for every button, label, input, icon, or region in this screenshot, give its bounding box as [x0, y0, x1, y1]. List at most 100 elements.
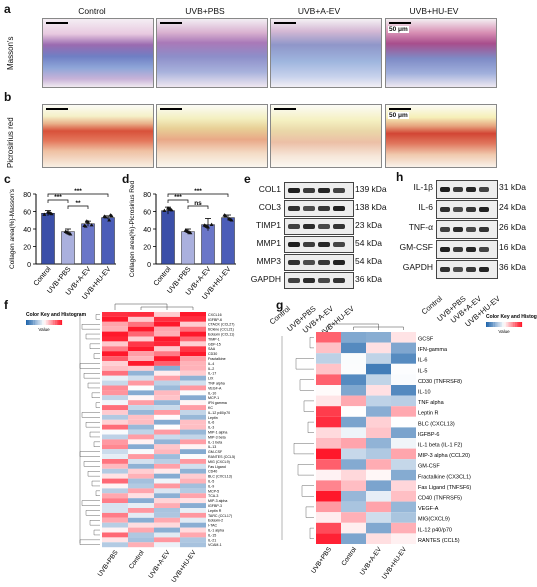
heatmap-row-label: MIP-3 alpha [208, 499, 227, 503]
heatmap-row-label: IL-1 beta [208, 440, 222, 444]
heatmap-row-label: MIG(CXCL9) [418, 517, 450, 523]
heatmap-cell [102, 493, 128, 499]
heatmap-cell [366, 385, 391, 396]
heatmap-cell [154, 356, 180, 361]
heatmap-column-label: UVB+A-EV [147, 549, 172, 580]
dendrogram-branch [307, 421, 314, 433]
heatmap-cell [341, 512, 366, 523]
heatmap-cell [128, 400, 154, 406]
legend-swatch [513, 322, 515, 327]
heatmap-cell [366, 363, 391, 375]
heatmap-cell [391, 480, 416, 491]
blot-band [318, 223, 330, 229]
scale-bar [274, 108, 296, 110]
bar [181, 231, 195, 265]
heatmap-cell [180, 380, 206, 386]
heatmap-row-label: IL-2 [208, 367, 214, 371]
significance-bracket [167, 199, 189, 203]
blot-row-label: IL-6 [418, 202, 433, 212]
masson-image-control [42, 18, 154, 88]
heatmap-cell [154, 331, 180, 337]
heatmap-cell [128, 522, 154, 528]
heatmap-cell [341, 501, 366, 513]
heatmap-cell [154, 390, 180, 396]
heatmap-cell [102, 512, 128, 518]
heatmap-cell [102, 351, 128, 357]
heatmap-row-label: TIMP-1 [208, 337, 220, 341]
legend-swatch [33, 320, 36, 325]
heatmap-cell [128, 454, 154, 459]
heatmap-row-label: MIP-3 beta [208, 435, 226, 439]
dendrogram-branch [87, 471, 100, 477]
heatmap-cell [180, 356, 206, 361]
legend-swatch [45, 320, 48, 325]
data-point [82, 223, 87, 227]
heatmap-cell [154, 493, 180, 499]
legend-swatch [60, 320, 63, 325]
blot-band [466, 226, 476, 232]
significance-label: ** [75, 200, 81, 207]
heatmap-cell [366, 427, 391, 438]
heatmap-row-label: IL-9 [208, 484, 214, 488]
heatmap-cell [366, 395, 391, 407]
heatmap-cell [154, 346, 180, 352]
heatmap-row-label: Fas Ligand (TNFSF6) [418, 485, 471, 491]
blot-band [479, 226, 489, 232]
heatmap-cell [154, 370, 180, 376]
legend-axis-label: Value [498, 329, 510, 334]
blot-band [303, 259, 315, 265]
heatmap-cell [128, 316, 154, 322]
heatmap-cell [341, 363, 366, 375]
blot-row-label: TNF-α [408, 222, 433, 232]
blot-row-label: COL3 [258, 202, 281, 212]
heatmap-cell [180, 498, 206, 504]
heatmap-cell [391, 416, 416, 428]
heatmap-cell [154, 380, 180, 386]
heatmap-cell [366, 491, 391, 502]
heatmap-cell [180, 517, 206, 523]
panel-label-a: a [4, 2, 11, 16]
panel-label-e: e [244, 172, 251, 186]
heatmap-row-label: IL-3 [208, 426, 214, 430]
heatmap-cell [154, 361, 180, 366]
heatmap-cell [366, 448, 391, 460]
heatmap-row-label: IL-5 [208, 480, 214, 484]
significance-label: *** [54, 194, 62, 201]
y-tick-label: 80 [143, 192, 151, 199]
heatmap-cell [180, 512, 206, 518]
blot-kda-label: 36 kDa [499, 262, 526, 272]
heatmap-row-label: TARC (CCL17) [208, 514, 232, 518]
legend-swatch [35, 320, 37, 325]
heatmap-cell [180, 429, 206, 435]
blot-band [303, 223, 315, 229]
significance-bracket [47, 193, 109, 197]
heatmap-cell [128, 419, 154, 425]
dendrogram-branch [83, 461, 100, 467]
heatmap-cell [154, 503, 180, 508]
blot-band [466, 206, 476, 212]
heatmap-row-label: MIG (CXCL9) [208, 460, 230, 464]
heatmap-row-label: Fractalkine [208, 357, 226, 361]
blot-row-label: MMP3 [256, 256, 281, 266]
heatmap-cell [316, 448, 341, 460]
data-point [227, 216, 232, 221]
heatmap-cell [128, 410, 154, 415]
data-point [89, 222, 94, 227]
heatmap-row-label: IL-6 [208, 421, 214, 425]
column-title-uvb-aev: UVB+A-EV [297, 6, 341, 16]
blot-band [453, 206, 463, 212]
significance-bracket [67, 205, 89, 209]
heatmap-cell [154, 321, 180, 327]
heatmap-cell [154, 341, 180, 347]
heatmap-cell [316, 533, 341, 544]
blot-band [479, 206, 489, 212]
x-tick-label: Control [153, 265, 173, 287]
heatmap-cell [180, 385, 206, 391]
heatmap-row-label: TNF alpha [418, 400, 445, 406]
heatmap-cell [341, 480, 366, 491]
heatmap-cell [154, 473, 180, 479]
heatmap-cell [366, 522, 391, 534]
heatmap-cell [180, 463, 206, 469]
heatmap-row-label: IL-15 [208, 533, 216, 537]
y-tick-label: 60 [23, 210, 31, 217]
